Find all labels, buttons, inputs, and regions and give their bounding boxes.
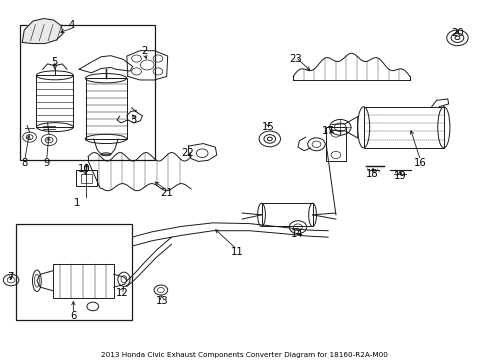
Text: 3: 3 xyxy=(130,115,137,125)
Text: 7: 7 xyxy=(7,272,13,282)
Text: 1: 1 xyxy=(73,198,80,208)
Text: 9: 9 xyxy=(43,158,50,168)
Bar xyxy=(325,127,345,161)
Polygon shape xyxy=(22,18,63,44)
Text: 10: 10 xyxy=(78,164,90,174)
Text: 18: 18 xyxy=(365,168,377,179)
Bar xyxy=(20,25,155,160)
Text: 5: 5 xyxy=(51,57,57,67)
Text: 2: 2 xyxy=(142,46,148,56)
Bar xyxy=(85,78,126,139)
Text: 15: 15 xyxy=(261,122,274,132)
Text: 21: 21 xyxy=(160,188,173,198)
Bar xyxy=(76,170,97,186)
Text: 16: 16 xyxy=(413,158,426,168)
Bar xyxy=(363,107,443,148)
Text: 4: 4 xyxy=(69,19,75,30)
Text: 19: 19 xyxy=(393,171,406,181)
Text: 23: 23 xyxy=(288,54,301,64)
Bar xyxy=(53,264,114,298)
Bar xyxy=(81,174,92,183)
Text: 20: 20 xyxy=(450,28,463,38)
Text: 2013 Honda Civic Exhaust Components Converter Diagram for 18160-R2A-M00: 2013 Honda Civic Exhaust Components Conv… xyxy=(101,352,387,358)
Text: 12: 12 xyxy=(115,288,128,297)
Bar xyxy=(16,224,131,320)
Bar xyxy=(36,75,73,127)
Text: 13: 13 xyxy=(155,296,168,306)
Text: 6: 6 xyxy=(70,311,77,321)
Text: 11: 11 xyxy=(230,247,243,257)
Text: 8: 8 xyxy=(21,158,28,168)
Text: 22: 22 xyxy=(181,148,193,158)
Text: 14: 14 xyxy=(290,229,303,239)
Bar xyxy=(261,203,312,226)
Text: 17: 17 xyxy=(321,126,334,136)
